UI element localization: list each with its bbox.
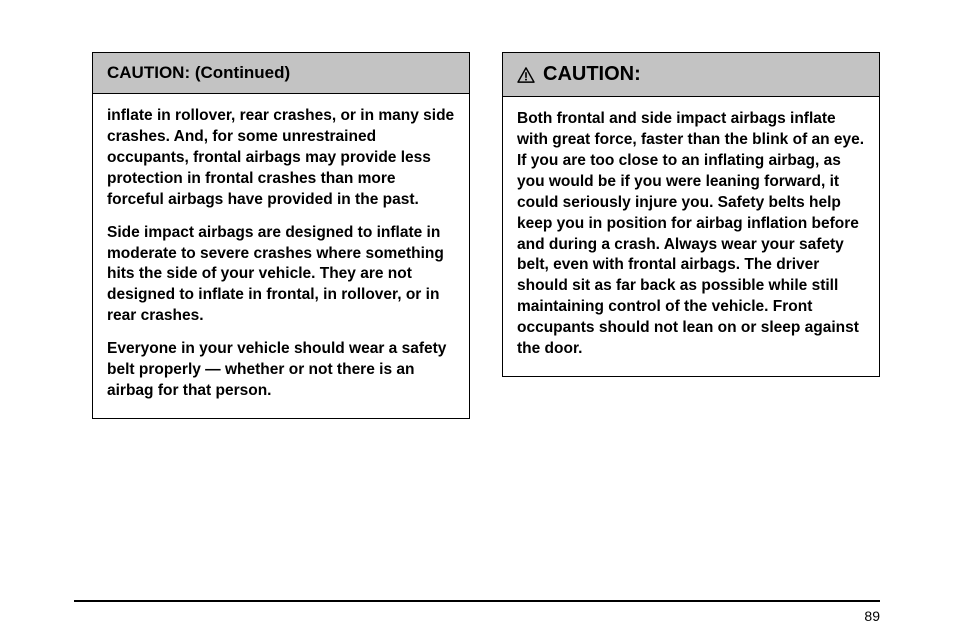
caution-paragraph: inflate in rollover, rear crashes, or in… — [107, 106, 455, 211]
caution-header-text: CAUTION: (Continued) — [107, 63, 290, 83]
caution-header-text: CAUTION: — [543, 63, 641, 86]
caution-body-left: inflate in rollover, rear crashes, or in… — [93, 94, 469, 418]
two-column-layout: CAUTION: (Continued) inflate in rollover… — [92, 52, 880, 419]
caution-header-right: CAUTION: — [503, 53, 879, 97]
caution-header-left: CAUTION: (Continued) — [93, 53, 469, 94]
caution-box-continued: CAUTION: (Continued) inflate in rollover… — [92, 52, 470, 419]
caution-paragraph: Both frontal and side impact airbags inf… — [517, 109, 865, 360]
caution-paragraph: Side impact airbags are designed to infl… — [107, 223, 455, 328]
warning-triangle-icon — [517, 67, 535, 83]
caution-body-right: Both frontal and side impact airbags inf… — [503, 97, 879, 376]
caution-box-main: CAUTION: Both frontal and side impact ai… — [502, 52, 880, 377]
page: CAUTION: (Continued) inflate in rollover… — [0, 0, 954, 636]
footer-rule — [74, 600, 880, 602]
caution-paragraph: Everyone in your vehicle should wear a s… — [107, 339, 455, 402]
right-column: CAUTION: Both frontal and side impact ai… — [502, 52, 880, 419]
page-number: 89 — [864, 608, 880, 624]
left-column: CAUTION: (Continued) inflate in rollover… — [92, 52, 470, 419]
